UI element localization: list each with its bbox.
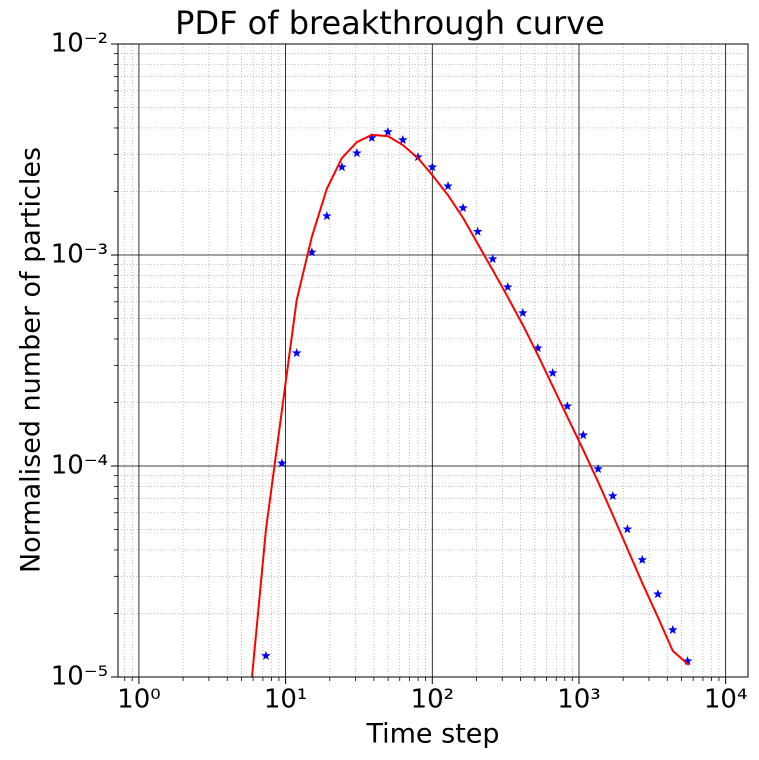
data-point — [518, 308, 528, 318]
data-point — [307, 247, 317, 257]
grid — [118, 43, 748, 678]
axes: 10⁰ 10¹ 10² 10³ 10⁴ 10⁻⁵ 10⁻⁴ 10⁻³ 10⁻² — [51, 29, 748, 715]
data-point — [367, 132, 377, 142]
data-point — [547, 367, 558, 378]
data-point — [622, 524, 633, 534]
x-tick-label: 10⁰ — [117, 685, 161, 715]
data-point — [398, 134, 408, 144]
data-point — [322, 211, 332, 221]
y-tick-label: 10⁻³ — [51, 240, 108, 270]
data-point — [608, 490, 618, 501]
data-point — [383, 126, 393, 136]
data-point — [503, 282, 513, 292]
x-tick-label: 10¹ — [264, 685, 308, 715]
data-point — [427, 162, 438, 172]
y-tick-label: 10⁻⁴ — [51, 451, 108, 481]
x-tick-label: 10² — [411, 685, 455, 715]
plot-marks — [251, 126, 693, 677]
data-point — [637, 554, 648, 564]
data-point — [352, 148, 362, 158]
data-point — [653, 589, 663, 599]
y-tick-label: 10⁻² — [51, 29, 108, 59]
data-point — [413, 152, 423, 162]
y-axis-label: Normalised number of particles — [16, 147, 47, 573]
data-point — [562, 401, 573, 411]
data-point — [593, 463, 603, 474]
data-point — [337, 162, 347, 172]
data-point — [533, 343, 543, 353]
data-point — [487, 254, 498, 264]
data-point — [261, 650, 271, 660]
x-axis-label: Time step — [365, 719, 499, 750]
data-point — [472, 226, 483, 236]
plot-frame — [117, 43, 749, 678]
data-point — [578, 430, 589, 440]
y-tick-label: 10⁻⁵ — [51, 662, 108, 692]
data-point — [443, 181, 453, 191]
data-point — [277, 458, 287, 468]
x-tick-label: 10⁴ — [704, 685, 748, 715]
x-tick-label: 10³ — [557, 685, 601, 715]
data-point — [682, 656, 693, 666]
chart-title: PDF of breakthrough curve — [175, 4, 605, 42]
data-point — [291, 348, 302, 358]
data-point — [458, 203, 468, 213]
data-point — [668, 625, 678, 635]
fit-line — [251, 133, 690, 677]
